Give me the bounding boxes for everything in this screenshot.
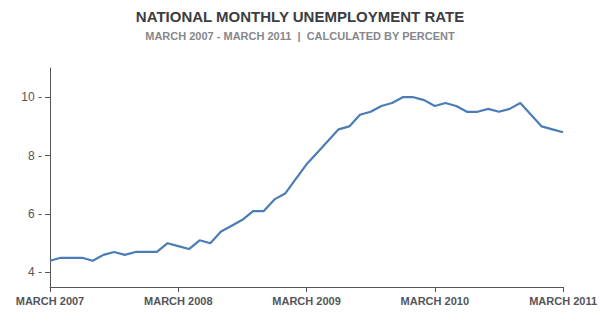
svg-text:MARCH 2007: MARCH 2007 [16, 295, 84, 307]
svg-text:10 -: 10 - [21, 90, 42, 104]
svg-text:6 -: 6 - [28, 207, 42, 221]
svg-text:NATIONAL MONTHLY UNEMPLOYMENT: NATIONAL MONTHLY UNEMPLOYMENT RATE [136, 8, 464, 25]
svg-text:MARCH 2009: MARCH 2009 [272, 295, 340, 307]
svg-text:MARCH 2010: MARCH 2010 [401, 295, 469, 307]
svg-text:4 -: 4 - [28, 265, 42, 279]
svg-text:8 -: 8 - [28, 149, 42, 163]
svg-text:MARCH 2011: MARCH 2011 [529, 295, 597, 307]
svg-text:MARCH 2007 - MARCH 2011 | CA: MARCH 2007 - MARCH 2011 | CALCULATED BY … [145, 30, 455, 42]
svg-text:MARCH 2008: MARCH 2008 [144, 295, 212, 307]
